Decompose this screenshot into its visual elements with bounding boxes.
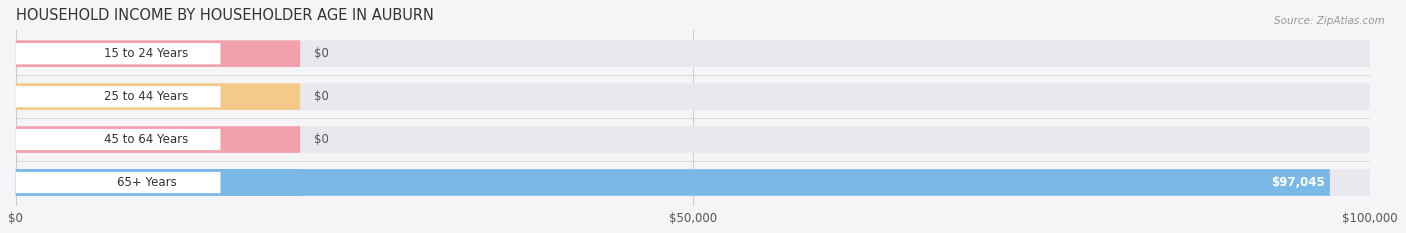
FancyBboxPatch shape (15, 83, 1369, 110)
Text: 45 to 64 Years: 45 to 64 Years (104, 133, 188, 146)
Text: Source: ZipAtlas.com: Source: ZipAtlas.com (1274, 16, 1385, 26)
Text: 15 to 24 Years: 15 to 24 Years (104, 47, 188, 60)
Text: 25 to 44 Years: 25 to 44 Years (104, 90, 188, 103)
FancyBboxPatch shape (15, 172, 221, 193)
Text: $0: $0 (314, 90, 329, 103)
FancyBboxPatch shape (15, 83, 299, 110)
FancyBboxPatch shape (15, 126, 299, 153)
FancyBboxPatch shape (15, 43, 221, 64)
FancyBboxPatch shape (15, 169, 1369, 196)
FancyBboxPatch shape (15, 40, 1369, 67)
Text: $97,045: $97,045 (1271, 176, 1324, 189)
FancyBboxPatch shape (15, 129, 221, 150)
FancyBboxPatch shape (15, 126, 1369, 153)
Text: $0: $0 (314, 133, 329, 146)
FancyBboxPatch shape (15, 86, 221, 107)
Text: $0: $0 (314, 47, 329, 60)
Text: 65+ Years: 65+ Years (117, 176, 176, 189)
Text: HOUSEHOLD INCOME BY HOUSEHOLDER AGE IN AUBURN: HOUSEHOLD INCOME BY HOUSEHOLDER AGE IN A… (15, 8, 433, 23)
FancyBboxPatch shape (15, 169, 299, 196)
FancyBboxPatch shape (15, 40, 299, 67)
FancyBboxPatch shape (15, 169, 1330, 196)
